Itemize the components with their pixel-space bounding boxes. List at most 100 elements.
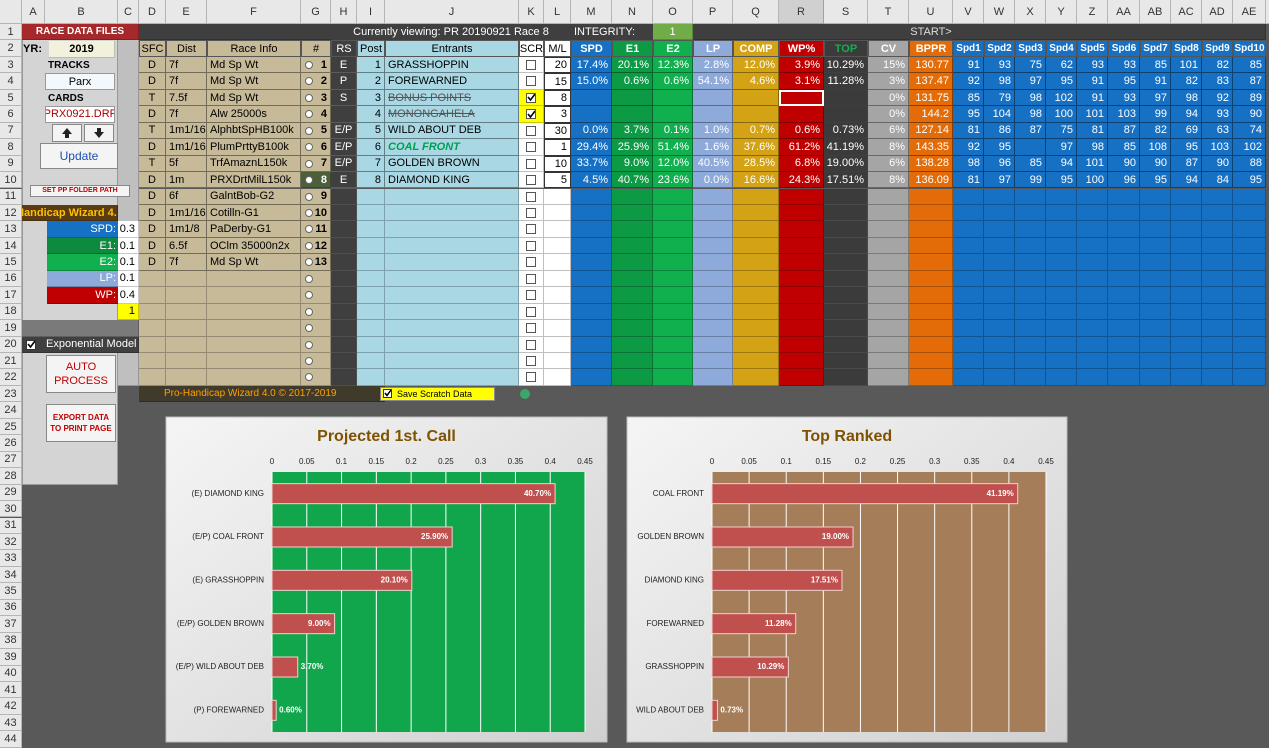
arrow-button[interactable]: [52, 123, 82, 143]
scratch-checkbox[interactable]: [526, 240, 536, 251]
scratch-checkbox[interactable]: [526, 356, 536, 366]
table-cell: [733, 73, 779, 90]
stat: 0%: [868, 106, 909, 123]
plot-area: [712, 472, 1046, 732]
set-path-button[interactable]: SET PP FOLDER PATH: [30, 184, 130, 197]
race-radio[interactable]: [305, 373, 313, 382]
checkbox[interactable]: [26, 339, 36, 350]
table-cell: [953, 237, 984, 255]
table-cell: [207, 188, 301, 205]
speed-figure: 98: [953, 155, 984, 173]
scratch-checkbox[interactable]: [526, 339, 536, 350]
race-radio[interactable]: [305, 208, 313, 217]
scratch-checkbox[interactable]: [526, 290, 536, 301]
table-cell: [984, 155, 1015, 173]
scratch-checkbox[interactable]: [526, 142, 536, 153]
table-cell: [868, 106, 909, 123]
value-label: 0.60%: [279, 705, 302, 714]
race-radio[interactable]: [305, 274, 313, 283]
scratch-checkbox[interactable]: [526, 273, 536, 284]
scratch-checkbox[interactable]: [526, 191, 536, 202]
race-radio[interactable]: [305, 143, 313, 152]
table-cell: [385, 73, 519, 90]
table-cell: [571, 320, 612, 337]
race-number: 10: [301, 204, 331, 222]
table-cell: [1046, 106, 1077, 123]
save-scratch[interactable]: Save Scratch Data: [380, 386, 495, 401]
table-cell: [357, 139, 385, 156]
race-radio[interactable]: [305, 176, 313, 185]
table-header: Spd5: [1077, 40, 1108, 57]
table-cell: [571, 155, 612, 173]
row-header: 3: [0, 56, 22, 74]
stat: [779, 106, 824, 123]
export-button[interactable]: EXPORT DATA TO PRINT PAGE: [46, 404, 116, 443]
scratch-checkbox[interactable]: [526, 158, 536, 169]
row-header: 28: [0, 468, 22, 485]
race-radio[interactable]: [305, 241, 313, 250]
table-cell: [953, 139, 984, 156]
x-tick-label: 0.15: [369, 457, 385, 466]
race-radio[interactable]: [305, 159, 313, 168]
column-header: B: [45, 0, 118, 24]
scratch-checkbox[interactable]: [526, 323, 536, 334]
scratch-checkbox[interactable]: [526, 207, 536, 218]
table-cell: [1171, 106, 1202, 123]
race-radio[interactable]: [305, 258, 313, 267]
bppr: 131.75: [909, 89, 953, 107]
table-cell: [779, 106, 824, 123]
table-cell: [1140, 237, 1171, 255]
table-cell: [1015, 56, 1046, 74]
stat: [733, 89, 779, 107]
column-header: L: [544, 0, 571, 24]
update-button[interactable]: Update: [40, 143, 118, 170]
race-radio[interactable]: [305, 126, 313, 135]
table-cell: [733, 139, 779, 156]
scratch-checkbox[interactable]: [526, 109, 536, 120]
scratch-checkbox[interactable]: [526, 125, 536, 136]
race-radio[interactable]: [305, 110, 313, 119]
table-cell: [571, 122, 612, 140]
scratch-checkbox[interactable]: [526, 76, 536, 87]
race-radio[interactable]: [305, 307, 313, 316]
x-tick-label: 0.2: [855, 457, 867, 466]
scratch-checkbox[interactable]: [526, 257, 536, 268]
speed-figure: 63: [1202, 122, 1233, 140]
arrow-button[interactable]: [84, 123, 114, 143]
race-radio[interactable]: [305, 93, 313, 102]
surface: T: [139, 155, 166, 173]
row-header: 33: [0, 550, 22, 567]
table-cell: [544, 287, 571, 304]
table-cell: [653, 369, 693, 386]
table-header: CV: [868, 40, 909, 57]
table-cell: [571, 106, 612, 123]
table-cell: [824, 204, 868, 222]
auto-process-button[interactable]: AUTO PROCESS: [46, 355, 116, 393]
table-header: Spd1: [953, 40, 984, 57]
row-header: 19: [0, 320, 22, 337]
race-radio[interactable]: [305, 291, 313, 300]
scratch-checkbox[interactable]: [526, 92, 536, 103]
race-radio[interactable]: [305, 357, 313, 365]
race-radio[interactable]: [305, 340, 313, 349]
chart-title: Top Ranked: [802, 428, 892, 445]
race-radio[interactable]: [305, 225, 313, 234]
table-cell: [779, 188, 824, 205]
entrant-name: COAL FRONT: [385, 139, 519, 156]
scratch-checkbox[interactable]: [526, 59, 536, 70]
race-radio[interactable]: [305, 77, 313, 86]
checkbox: [383, 388, 392, 398]
distance: 1m1/8: [166, 221, 207, 238]
distance: 1m: [166, 172, 207, 189]
race-radio[interactable]: [305, 192, 313, 201]
scratch-checkbox[interactable]: [526, 306, 536, 317]
table-cell: [139, 139, 166, 156]
scratch-checkbox[interactable]: [526, 224, 536, 235]
race-radio[interactable]: [305, 60, 313, 69]
race-radio[interactable]: [305, 324, 313, 333]
scratch-checkbox[interactable]: [526, 175, 536, 186]
table-cell: [207, 237, 301, 255]
scratch-checkbox[interactable]: [526, 372, 536, 383]
table-cell: [984, 122, 1015, 140]
row-header: 22: [0, 369, 22, 386]
